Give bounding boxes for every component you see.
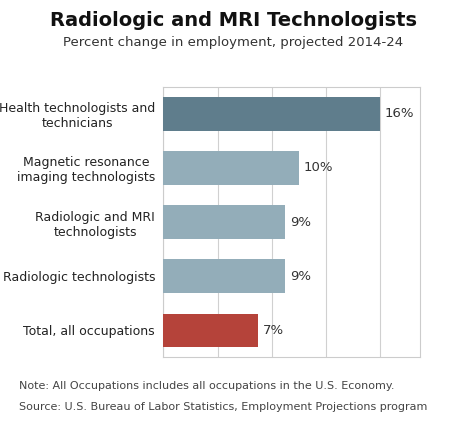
- Bar: [163, 97, 380, 131]
- Text: 7%: 7%: [263, 324, 284, 337]
- Bar: [163, 313, 258, 347]
- Text: Note: All Occupations includes all occupations in the U.S. Economy.: Note: All Occupations includes all occup…: [19, 381, 394, 391]
- Text: Source: U.S. Bureau of Labor Statistics, Employment Projections program: Source: U.S. Bureau of Labor Statistics,…: [19, 402, 427, 412]
- Bar: [163, 151, 298, 185]
- Text: 9%: 9%: [290, 270, 311, 283]
- Bar: [163, 205, 285, 239]
- Bar: [163, 259, 285, 293]
- Text: 9%: 9%: [290, 216, 311, 228]
- Text: 16%: 16%: [384, 107, 414, 120]
- Text: Percent change in employment, projected 2014-24: Percent change in employment, projected …: [64, 36, 403, 49]
- Text: 10%: 10%: [304, 162, 333, 174]
- Text: Radiologic and MRI Technologists: Radiologic and MRI Technologists: [50, 11, 417, 30]
